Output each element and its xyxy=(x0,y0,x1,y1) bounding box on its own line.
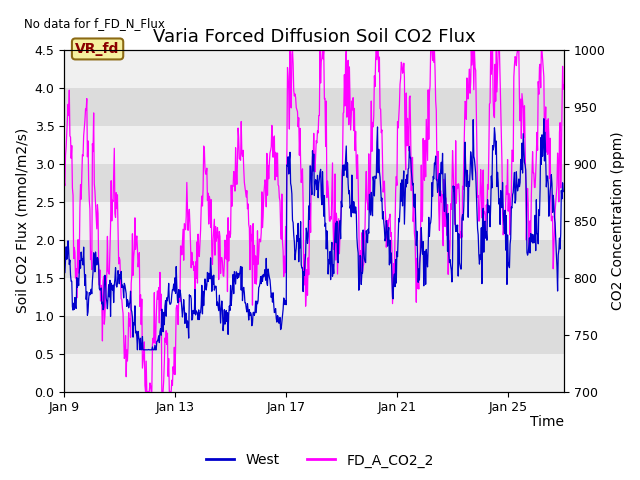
Text: No data for f_FD_N_Flux: No data for f_FD_N_Flux xyxy=(24,17,165,30)
Title: Varia Forced Diffusion Soil CO2 Flux: Varia Forced Diffusion Soil CO2 Flux xyxy=(153,28,476,46)
Bar xyxy=(64,354,564,392)
Text: Time: Time xyxy=(530,415,564,430)
Bar xyxy=(64,88,564,126)
Bar xyxy=(64,164,564,202)
Text: VR_fd: VR_fd xyxy=(76,42,120,56)
Y-axis label: CO2 Concentration (ppm): CO2 Concentration (ppm) xyxy=(611,132,625,310)
Bar xyxy=(64,240,564,278)
Bar xyxy=(64,316,564,354)
Bar xyxy=(64,126,564,164)
Bar xyxy=(64,202,564,240)
Bar xyxy=(64,278,564,316)
Legend: West, FD_A_CO2_2: West, FD_A_CO2_2 xyxy=(201,448,439,473)
Bar xyxy=(64,50,564,88)
Y-axis label: Soil CO2 Flux (mmol/m2/s): Soil CO2 Flux (mmol/m2/s) xyxy=(15,128,29,313)
